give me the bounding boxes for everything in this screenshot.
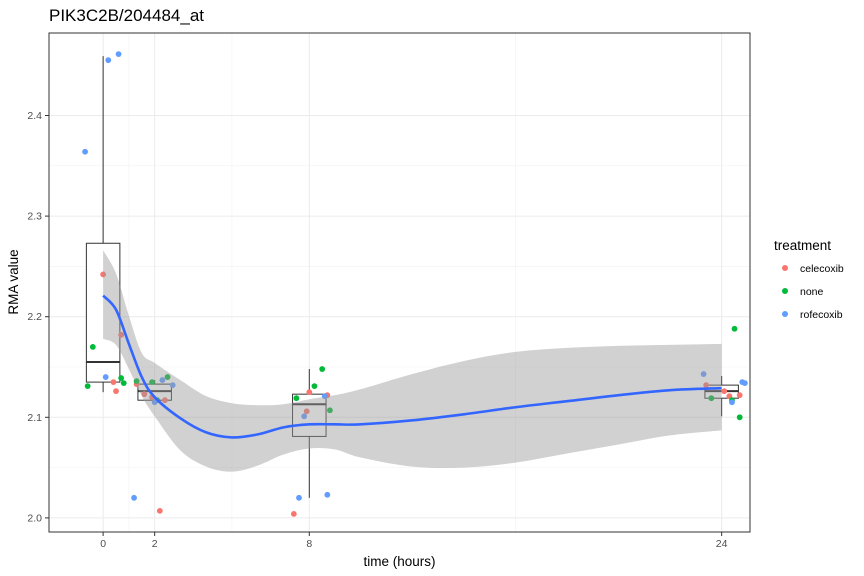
point-rofecoxib: [115, 51, 122, 58]
point-celecoxib: [303, 408, 310, 415]
point-none: [319, 366, 326, 372]
y-tick-label: 2.3: [27, 211, 42, 223]
point-rofecoxib: [741, 380, 748, 387]
y-axis: 2.0 2.1 2.2 2.3 2.4: [27, 110, 49, 524]
point-none: [84, 383, 91, 390]
point-rofecoxib: [169, 382, 176, 389]
x-tick-label: 2: [152, 538, 158, 550]
y-axis-title: RMA value: [6, 249, 21, 314]
legend-key-celecoxib: [782, 265, 788, 271]
point-celecoxib: [290, 510, 297, 517]
point-rofecoxib: [301, 413, 308, 420]
point-none: [118, 375, 125, 381]
chart-title: PIK3C2B/204484_at: [49, 6, 204, 25]
x-axis: 0 2 8 24: [100, 532, 728, 550]
point-celecoxib: [162, 397, 168, 404]
point-none: [708, 395, 715, 402]
legend-key-rofecoxib: [782, 311, 788, 317]
point-none: [164, 374, 171, 380]
point-none: [133, 378, 140, 384]
point-rofecoxib: [729, 399, 735, 406]
point-rofecoxib: [700, 371, 707, 377]
point-celecoxib: [100, 271, 107, 278]
legend-label-rofecoxib: rofecoxib: [800, 309, 843, 321]
x-axis-title: time (hours): [363, 554, 435, 569]
point-celecoxib: [113, 388, 119, 395]
plot-area: [48, 32, 751, 533]
point-rofecoxib: [131, 494, 137, 501]
point-none: [149, 379, 155, 385]
point-celecoxib: [110, 379, 117, 385]
point-celecoxib: [141, 391, 148, 398]
y-tick-label: 2.2: [27, 311, 42, 323]
panel-border: [48, 32, 751, 533]
y-tick-label: 2.4: [27, 110, 42, 122]
panel-background: [49, 33, 750, 532]
point-rofecoxib: [159, 377, 166, 383]
point-none: [731, 325, 738, 332]
legend-label-none: none: [800, 286, 824, 298]
point-none: [327, 407, 333, 414]
point-celecoxib: [156, 507, 163, 514]
point-celecoxib: [306, 389, 313, 396]
legend-key-none: [782, 288, 788, 294]
point-none: [311, 383, 318, 390]
point-none: [736, 414, 743, 421]
point-celecoxib: [736, 392, 743, 399]
point-rofecoxib: [102, 374, 109, 380]
point-none: [293, 395, 300, 402]
point-none: [120, 380, 127, 387]
point-rofecoxib: [151, 399, 158, 406]
legend: treatment celecoxib none rofecoxib: [774, 238, 844, 321]
smooth-confidence-band: [103, 250, 722, 472]
legend-title: treatment: [774, 238, 831, 253]
point-rofecoxib: [105, 57, 112, 64]
y-tick-label: 2.1: [27, 412, 42, 424]
point-rofecoxib: [324, 491, 331, 498]
point-rofecoxib: [296, 494, 302, 501]
x-tick-label: 0: [100, 538, 106, 550]
point-none: [89, 343, 96, 350]
point-rofecoxib: [321, 393, 328, 400]
legend-label-celecoxib: celecoxib: [800, 263, 844, 275]
y-tick-label: 2.0: [27, 512, 42, 524]
boxplot-box: [292, 393, 327, 437]
x-tick-label: 8: [306, 538, 312, 550]
point-celecoxib: [721, 388, 728, 395]
point-celecoxib: [118, 331, 125, 338]
smooth-line: [102, 294, 722, 439]
x-tick-label: 24: [716, 538, 728, 550]
point-rofecoxib: [82, 148, 88, 155]
boxplot-box: [85, 242, 121, 383]
point-celecoxib: [703, 382, 710, 389]
